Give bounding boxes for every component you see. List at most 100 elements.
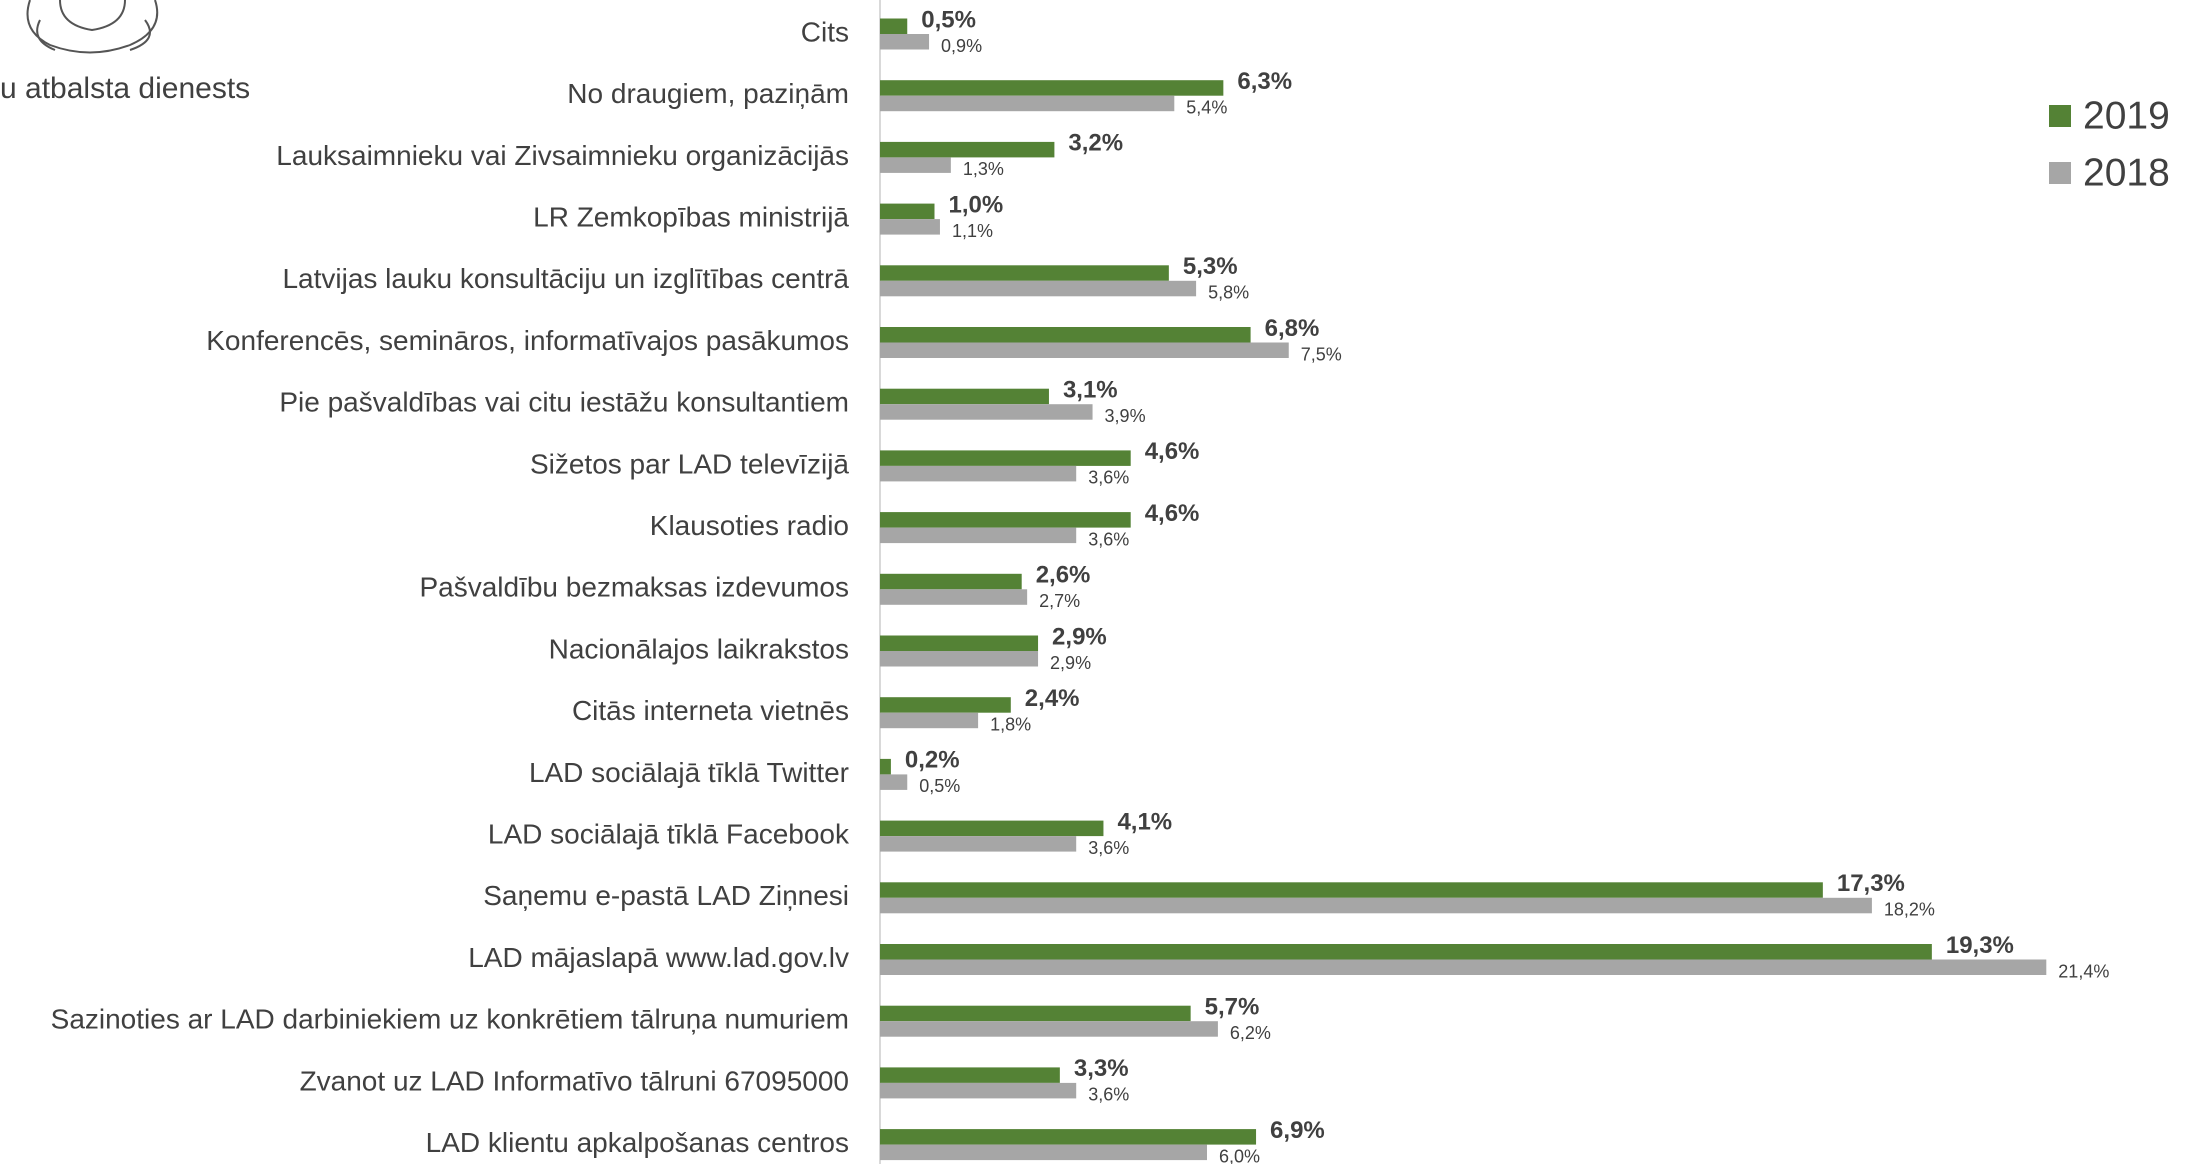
bar	[880, 388, 1049, 405]
category-label: Sižetos par LAD televīzijā	[530, 448, 849, 479]
bar	[880, 465, 1077, 482]
value-label: 21,4%	[2058, 961, 2109, 981]
category-label: Cits	[801, 16, 849, 47]
value-label: 18,2%	[1884, 900, 1935, 920]
value-label: 1,3%	[963, 159, 1004, 179]
bar	[880, 944, 1932, 960]
bar	[880, 265, 1169, 281]
bar	[880, 80, 1224, 96]
value-label: 2,9%	[1052, 623, 1107, 650]
bar	[880, 697, 1011, 713]
legend-swatch	[2049, 162, 2071, 184]
category-label: Zvanot uz LAD Informatīvo tālruni 670950…	[300, 1065, 849, 1096]
value-label: 3,6%	[1088, 529, 1129, 549]
category-label: Sazinoties ar LAD darbiniekiem uz konkrē…	[51, 1004, 849, 1035]
value-label: 2,4%	[1025, 685, 1080, 712]
bar	[880, 959, 2047, 975]
value-label: 6,2%	[1230, 1023, 1271, 1043]
value-label: 3,6%	[1088, 838, 1129, 858]
bar	[880, 836, 1077, 852]
category-label: Pie pašvaldības vai citu iestāžu konsult…	[279, 387, 849, 418]
bar	[880, 404, 1093, 420]
bar	[880, 589, 1028, 605]
category-label: LAD sociālajā tīklā Twitter	[529, 757, 849, 788]
value-label: 3,1%	[1063, 377, 1118, 404]
category-label: Citās interneta vietnēs	[572, 695, 849, 726]
category-label: Konferencēs, semināros, informatīvajos p…	[206, 325, 849, 356]
category-label: Lauksaimnieku vai Zivsaimnieku organizāc…	[276, 140, 849, 171]
category-label: LAD klientu apkalpošanas centros	[426, 1127, 849, 1158]
bar	[880, 157, 951, 173]
bar	[880, 712, 979, 729]
bar	[880, 1144, 1207, 1161]
value-label: 2,9%	[1050, 653, 1091, 673]
category-label: Pašvaldību bezmaksas izdevumos	[419, 572, 849, 603]
value-label: 4,6%	[1145, 438, 1200, 465]
bar	[880, 219, 940, 235]
value-label: 0,9%	[941, 36, 982, 56]
bar	[880, 512, 1131, 528]
annotation: u atbalsta dienests	[0, 72, 250, 105]
bar	[880, 95, 1175, 112]
category-label: Latvijas lauku konsultāciju un izglītība…	[282, 263, 849, 294]
value-label: 5,8%	[1208, 283, 1249, 303]
value-label: 0,5%	[921, 6, 976, 33]
bar	[880, 1067, 1060, 1083]
value-label: 17,3%	[1837, 870, 1905, 897]
category-label: Saņemu e-pastā LAD Ziņnesi	[483, 880, 849, 911]
value-label: 6,9%	[1270, 1117, 1325, 1144]
value-label: 6,8%	[1265, 315, 1320, 342]
category-label: LR Zemkopības ministrijā	[533, 201, 849, 232]
value-label: 3,9%	[1105, 406, 1146, 426]
bar	[880, 573, 1022, 590]
bar	[880, 327, 1251, 343]
category-label: No draugiem, paziņām	[567, 78, 849, 109]
value-label: 1,1%	[952, 221, 993, 241]
bar	[880, 141, 1055, 158]
bar	[880, 342, 1289, 358]
bar	[880, 651, 1039, 667]
bar	[880, 882, 1823, 898]
value-label: 7,5%	[1301, 344, 1342, 364]
value-label: 0,5%	[919, 776, 960, 796]
value-label: 5,7%	[1205, 994, 1260, 1021]
value-label: 3,6%	[1088, 1085, 1129, 1105]
category-label: LAD sociālajā tīklā Facebook	[488, 818, 850, 849]
value-label: 4,6%	[1145, 500, 1200, 527]
bar	[880, 1021, 1218, 1037]
value-label: 1,8%	[990, 714, 1031, 734]
category-label: Klausoties radio	[650, 510, 849, 541]
value-label: 3,2%	[1068, 130, 1123, 157]
value-label: 3,6%	[1088, 468, 1129, 488]
value-label: 1,0%	[949, 191, 1004, 218]
category-label: Nacionālajos laikrakstos	[549, 633, 849, 664]
value-label: 6,3%	[1237, 68, 1292, 95]
value-label: 19,3%	[1946, 932, 2014, 959]
value-label: 4,1%	[1117, 808, 1172, 835]
value-label: 6,0%	[1219, 1146, 1260, 1164]
bar	[880, 820, 1104, 837]
logo	[26, 0, 159, 54]
bar	[880, 1005, 1191, 1022]
bar	[880, 758, 891, 775]
bar	[880, 527, 1077, 544]
bar	[880, 280, 1197, 297]
bar	[880, 635, 1039, 651]
bar	[880, 34, 930, 50]
value-label: 5,4%	[1186, 97, 1227, 117]
value-label: 2,7%	[1039, 591, 1080, 611]
legend-label: 2019	[2083, 94, 2170, 137]
value-label: 0,2%	[905, 747, 960, 774]
legend-swatch	[2049, 105, 2071, 127]
value-label: 3,3%	[1074, 1055, 1129, 1082]
bar	[880, 774, 908, 790]
bar	[880, 450, 1131, 466]
bar	[880, 1082, 1077, 1099]
bar	[880, 203, 935, 220]
bar	[880, 1129, 1257, 1145]
value-label: 2,6%	[1036, 562, 1091, 589]
bar	[880, 18, 908, 34]
legend-label: 2018	[2083, 151, 2170, 194]
bar	[880, 897, 1872, 914]
